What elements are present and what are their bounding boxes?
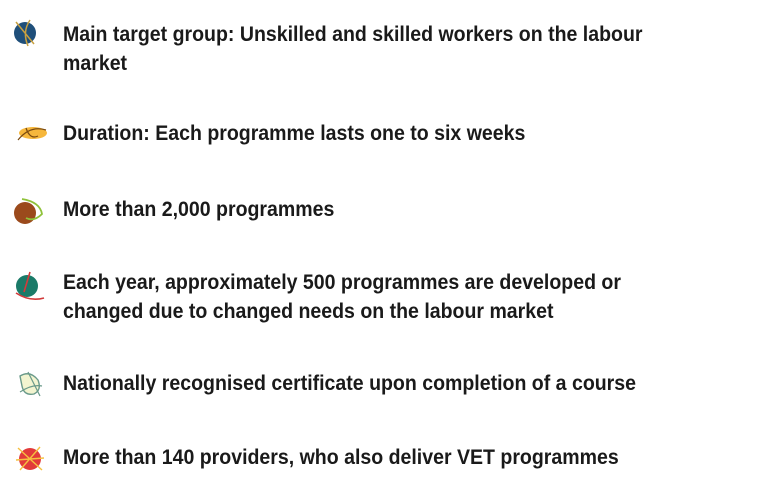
bullet-text: Duration: Each programme lasts one to si… — [63, 122, 526, 145]
icon-sketch-outline — [19, 371, 43, 397]
icon-orange-swoosh — [17, 127, 47, 141]
bullet-text: changed due to changed needs on the labo… — [63, 300, 554, 323]
bullet-text: Nationally recognised certificate upon c… — [63, 372, 637, 395]
icon-brown-globe — [14, 198, 43, 224]
icon-red-globe — [15, 446, 45, 471]
bullet-text: Main target group: Unskilled and skilled… — [63, 23, 643, 46]
bullet-icons — [14, 19, 47, 471]
bullet-text: More than 140 providers, who also delive… — [63, 446, 619, 469]
bullet-text: market — [63, 52, 128, 75]
bullet-text: More than 2,000 programmes — [63, 198, 335, 221]
bullet-text: Each year, approximately 500 programmes … — [63, 271, 621, 294]
icon-globe-blue — [14, 19, 36, 47]
icon-teal-globe — [15, 271, 45, 300]
